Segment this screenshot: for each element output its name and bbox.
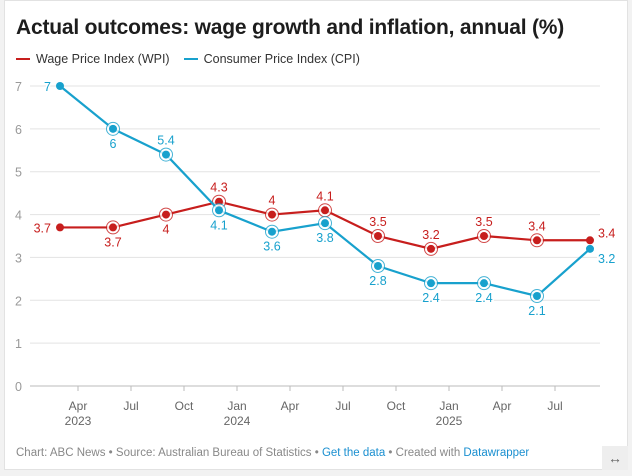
wpi-data-label: 4	[269, 194, 276, 208]
y-tick-label: 3	[15, 251, 22, 265]
wpi-point	[480, 232, 488, 240]
sep: •	[105, 447, 116, 459]
source: Source: Australian Bureau of Statistics	[115, 447, 312, 459]
wpi-data-label: 3.4	[528, 219, 545, 233]
legend-label-cpi: Consumer Price Index (CPI)	[203, 52, 360, 66]
cpi-point	[56, 82, 64, 90]
wpi-point	[321, 206, 329, 215]
cpi-data-label: 3.8	[316, 231, 333, 245]
get-data-link[interactable]: Get the data	[321, 447, 386, 459]
y-tick-label: 7	[15, 80, 22, 94]
wpi-data-label: 3.2	[422, 228, 439, 242]
cpi-data-label: 2.8	[369, 274, 386, 288]
wpi-point	[268, 210, 276, 219]
wpi-point	[533, 236, 541, 245]
cpi-point	[109, 124, 117, 133]
x-tick-label: Jul	[547, 399, 562, 413]
cpi-swatch	[183, 58, 198, 60]
x-tick-year: 2023	[65, 414, 92, 428]
wpi-data-label: 4.1	[316, 189, 333, 203]
legend: Wage Price Index (WPI) Consumer Price In…	[16, 52, 360, 66]
chart-frame	[4, 0, 628, 470]
cpi-point	[533, 292, 541, 300]
wpi-point	[162, 210, 170, 219]
x-tick-label: Jan	[227, 399, 246, 413]
wpi-data-label: 3.4	[598, 226, 615, 240]
cpi-data-label: 3.2	[598, 252, 615, 266]
wpi-swatch	[16, 58, 30, 60]
cpi-point	[215, 206, 223, 215]
x-tick-label: Jan	[439, 399, 458, 413]
cpi-point	[480, 279, 488, 288]
x-tick-label: Jul	[123, 399, 138, 413]
x-tick-label: Oct	[175, 399, 194, 413]
x-tick-label: Jul	[335, 399, 350, 413]
cpi-point	[374, 262, 382, 270]
expand-icon[interactable]: ↔	[602, 446, 628, 470]
cpi-data-label: 2.1	[528, 304, 545, 318]
cpi-data-label: 2.4	[422, 291, 439, 305]
x-tick-label: Apr	[281, 399, 300, 413]
y-tick-label: 2	[15, 294, 22, 308]
cpi-data-label: 4.1	[210, 218, 227, 232]
wpi-point	[374, 232, 382, 240]
cpi-data-label: 2.4	[475, 291, 492, 305]
x-tick-label: Oct	[387, 399, 406, 413]
wpi-data-label: 3.7	[104, 235, 121, 249]
cpi-data-label: 6	[110, 137, 117, 151]
cpi-point	[268, 227, 276, 236]
cpi-data-label: 3.6	[263, 240, 280, 254]
wpi-data-label: 3.7	[34, 221, 51, 235]
chart-credit: Chart: ABC News	[16, 447, 106, 459]
sep: •	[385, 447, 396, 459]
legend-label-wpi: Wage Price Index (WPI)	[36, 52, 170, 66]
y-tick-label: 0	[15, 380, 22, 394]
footer: Chart: ABC News • Source: Australian Bur…	[16, 447, 529, 459]
cpi-point	[321, 219, 329, 228]
datawrapper-link[interactable]: Datawrapper	[463, 447, 530, 459]
wpi-data-label: 3.5	[475, 215, 492, 229]
wpi-point	[109, 223, 117, 232]
y-tick-label: 6	[15, 123, 22, 137]
x-tick-year: 2025	[436, 414, 463, 428]
created-with: Created with	[395, 447, 461, 459]
wpi-data-label: 4.3	[210, 181, 227, 195]
chart-title: Actual outcomes: wage growth and inflati…	[16, 16, 565, 39]
y-tick-label: 4	[15, 209, 22, 223]
y-tick-label: 1	[15, 337, 22, 351]
wpi-point	[56, 223, 64, 232]
sep: •	[311, 447, 322, 459]
cpi-point	[427, 279, 435, 288]
y-tick-label: 5	[15, 166, 22, 180]
cpi-data-label: 5.4	[157, 134, 174, 148]
cpi-data-label: 7	[44, 80, 51, 94]
x-tick-year: 2024	[224, 414, 251, 428]
wpi-point	[427, 244, 435, 253]
cpi-point	[586, 244, 594, 253]
wpi-data-label: 4	[163, 223, 170, 237]
wpi-data-label: 3.5	[369, 215, 386, 229]
legend-item-wpi: Wage Price Index (WPI)	[16, 52, 170, 66]
x-tick-label: Apr	[493, 399, 512, 413]
x-tick-label: Apr	[69, 399, 88, 413]
wpi-point	[586, 236, 594, 245]
cpi-point	[162, 150, 170, 159]
legend-item-cpi: Consumer Price Index (CPI)	[183, 52, 360, 66]
